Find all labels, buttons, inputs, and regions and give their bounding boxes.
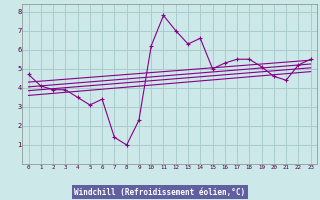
Text: Windchill (Refroidissement éolien,°C): Windchill (Refroidissement éolien,°C) xyxy=(75,188,245,196)
